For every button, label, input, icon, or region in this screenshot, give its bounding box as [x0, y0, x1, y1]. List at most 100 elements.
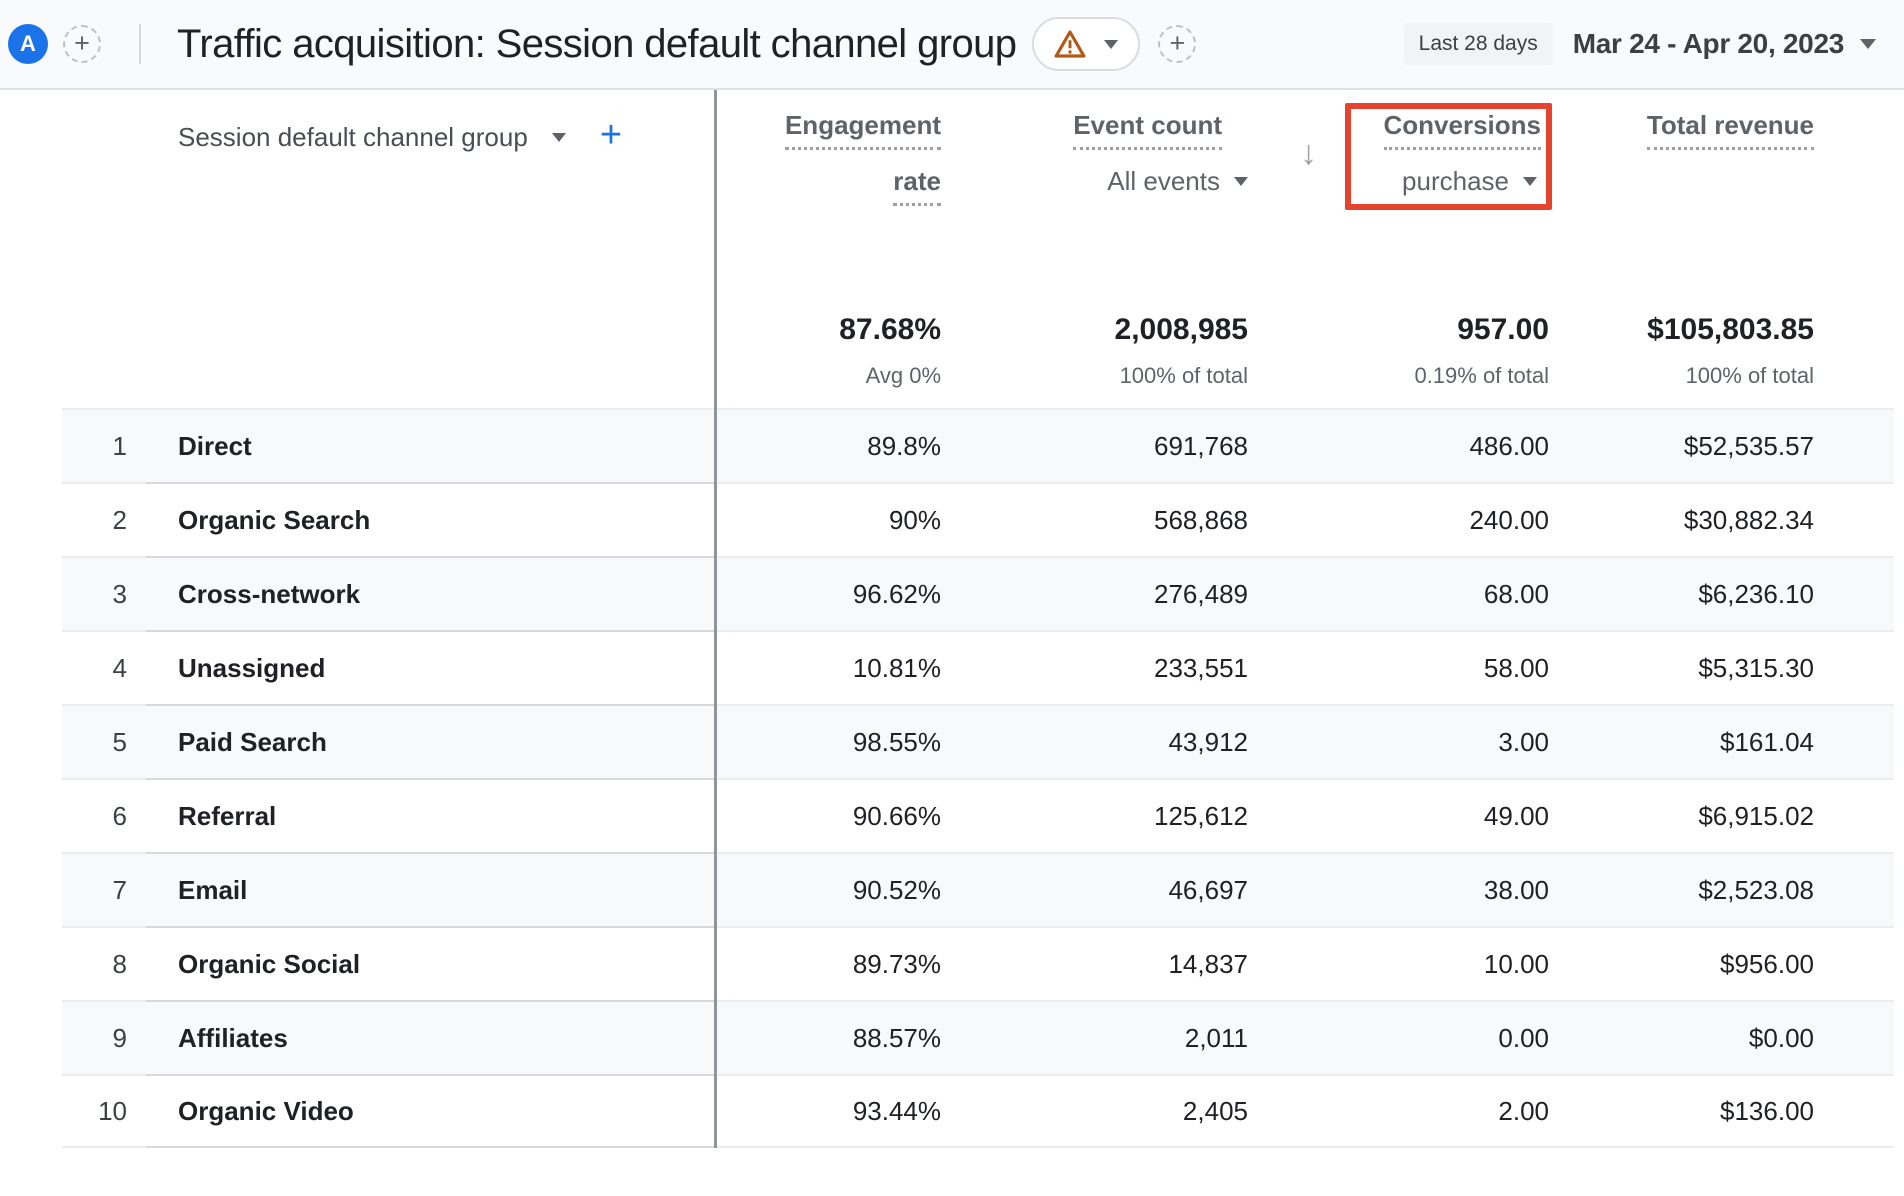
- total-revenue-label[interactable]: Total revenue: [1646, 110, 1814, 150]
- row-engagement-rate: 10.81%: [852, 652, 941, 683]
- row-total-revenue: $2,523.08: [1698, 874, 1814, 905]
- row-engagement-rate: 89.8%: [867, 430, 941, 461]
- row-event-count: 276,489: [1154, 578, 1248, 609]
- column-separator: [714, 90, 717, 1148]
- page-title: Traffic acquisition: Session default cha…: [177, 21, 1017, 66]
- row-conversions: 240.00: [1469, 504, 1549, 535]
- row-event-count: 125,612: [1154, 800, 1248, 831]
- table-row[interactable]: 8 Organic Social 89.73% 14,837 10.00 $95…: [62, 926, 1894, 1002]
- total-note: Avg 0%: [865, 363, 941, 388]
- header-divider: [139, 24, 141, 64]
- row-rank: 3: [112, 578, 127, 609]
- row-conversions: 3.00: [1498, 726, 1549, 757]
- row-channel: Email: [133, 854, 716, 928]
- table-row[interactable]: 10 Organic Video 93.44% 2,405 2.00 $136.…: [62, 1074, 1894, 1148]
- chevron-down-icon: [1234, 177, 1248, 186]
- row-total-revenue: $52,535.57: [1683, 430, 1814, 461]
- row-total-revenue: $136.00: [1720, 1095, 1814, 1126]
- row-event-count: 46,697: [1168, 874, 1248, 905]
- conversions-label[interactable]: Conversions: [1383, 110, 1541, 150]
- row-rank: 6: [112, 800, 127, 831]
- row-channel: Referral: [133, 780, 716, 854]
- add-insight-button[interactable]: +: [1158, 25, 1197, 63]
- table-row[interactable]: 7 Email 90.52% 46,697 38.00 $2,523.08: [62, 852, 1894, 928]
- chevron-down-icon[interactable]: [551, 132, 566, 142]
- row-event-count: 43,912: [1168, 726, 1248, 757]
- row-rank: 9: [112, 1022, 127, 1053]
- table-row[interactable]: 9 Affiliates 88.57% 2,011 0.00 $0.00: [62, 1000, 1894, 1076]
- table-header: Session default channel group + Engageme…: [0, 90, 1904, 408]
- row-event-count: 2,405: [1182, 1095, 1248, 1126]
- total-value: $105,803.85: [1647, 313, 1814, 346]
- dimension-header: Session default channel group +: [178, 116, 622, 154]
- row-rank: 7: [112, 874, 127, 905]
- row-conversions: 0.00: [1498, 1022, 1549, 1053]
- row-total-revenue: $5,315.30: [1698, 652, 1814, 683]
- row-total-revenue: $161.04: [1720, 726, 1814, 757]
- column-header-total-revenue: Total revenue: [1549, 110, 1814, 206]
- row-engagement-rate: 98.55%: [852, 726, 941, 757]
- row-conversions: 2.00: [1498, 1095, 1549, 1126]
- conversions-selected: purchase: [1402, 166, 1509, 196]
- avatar[interactable]: A: [8, 24, 48, 64]
- event-count-selector[interactable]: All events: [941, 166, 1248, 197]
- row-conversions: 68.00: [1483, 578, 1549, 609]
- table-body: 1 Direct 89.8% 691,768 486.00 $52,535.57…: [62, 408, 1894, 1148]
- row-conversions: 10.00: [1483, 948, 1549, 979]
- add-comparison-button[interactable]: +: [63, 25, 101, 63]
- row-rank: 10: [98, 1095, 127, 1126]
- row-engagement-rate: 88.57%: [852, 1022, 941, 1053]
- row-rank: 2: [112, 504, 127, 535]
- sort-descending-icon[interactable]: ↓: [1300, 134, 1317, 172]
- row-total-revenue: $30,882.34: [1683, 504, 1814, 535]
- row-rank: 1: [112, 430, 127, 461]
- row-engagement-rate: 89.73%: [852, 948, 941, 979]
- engagement-rate-label[interactable]: Engagement: [784, 110, 941, 150]
- row-event-count: 14,837: [1168, 948, 1248, 979]
- engagement-rate-label-2[interactable]: rate: [893, 166, 941, 206]
- row-conversions: 38.00: [1483, 874, 1549, 905]
- add-dimension-icon[interactable]: +: [599, 114, 623, 156]
- row-conversions: 58.00: [1483, 652, 1549, 683]
- total-note: 100% of total: [1119, 363, 1248, 388]
- report-table: Session default channel group + Engageme…: [0, 90, 1904, 1194]
- event-count-label[interactable]: Event count: [1073, 110, 1222, 150]
- row-channel: Direct: [133, 410, 716, 484]
- row-channel: Organic Search: [133, 484, 716, 558]
- date-range-value[interactable]: Mar 24 - Apr 20, 2023: [1572, 28, 1845, 59]
- row-total-revenue: $0.00: [1748, 1022, 1814, 1053]
- table-row[interactable]: 1 Direct 89.8% 691,768 486.00 $52,535.57: [62, 408, 1894, 484]
- data-quality-button[interactable]: [1032, 17, 1141, 71]
- table-row[interactable]: 2 Organic Search 90% 568,868 240.00 $30,…: [62, 482, 1894, 558]
- dimension-header-label[interactable]: Session default channel group: [178, 121, 528, 152]
- chevron-down-icon: [1104, 39, 1119, 49]
- total-engagement-rate: 87.68% Avg 0%: [716, 312, 941, 390]
- total-note: 0.19% of total: [1414, 363, 1549, 388]
- row-event-count: 568,868: [1154, 504, 1248, 535]
- date-preset-badge[interactable]: Last 28 days: [1403, 23, 1553, 65]
- total-value: 87.68%: [839, 313, 941, 346]
- chevron-down-icon[interactable]: [1860, 39, 1876, 49]
- row-conversions: 49.00: [1483, 800, 1549, 831]
- row-event-count: 691,768: [1154, 430, 1248, 461]
- table-row[interactable]: 5 Paid Search 98.55% 43,912 3.00 $161.04: [62, 704, 1894, 780]
- column-header-conversions: Conversions purchase: [1248, 110, 1549, 206]
- row-event-count: 233,551: [1154, 652, 1248, 683]
- column-header-engagement-rate: Engagement rate: [716, 110, 941, 206]
- row-engagement-rate: 90.52%: [852, 874, 941, 905]
- row-event-count: 2,011: [1184, 1022, 1248, 1053]
- top-bar: A + Traffic acquisition: Session default…: [0, 0, 1904, 90]
- table-row[interactable]: 6 Referral 90.66% 125,612 49.00 $6,915.0…: [62, 778, 1894, 854]
- total-value: 957.00: [1457, 313, 1549, 346]
- row-engagement-rate: 90%: [888, 504, 941, 535]
- row-engagement-rate: 96.62%: [852, 578, 941, 609]
- row-channel: Cross-network: [133, 558, 716, 632]
- warning-icon: [1054, 30, 1086, 58]
- total-note: 100% of total: [1685, 363, 1814, 388]
- table-row[interactable]: 4 Unassigned 10.81% 233,551 58.00 $5,315…: [62, 630, 1894, 706]
- total-revenue: $105,803.85 100% of total: [1549, 312, 1814, 390]
- date-range-group: Last 28 days Mar 24 - Apr 20, 2023: [1403, 23, 1876, 65]
- table-row[interactable]: 3 Cross-network 96.62% 276,489 68.00 $6,…: [62, 556, 1894, 632]
- row-rank: 4: [112, 652, 127, 683]
- conversions-selector[interactable]: purchase: [1248, 166, 1549, 197]
